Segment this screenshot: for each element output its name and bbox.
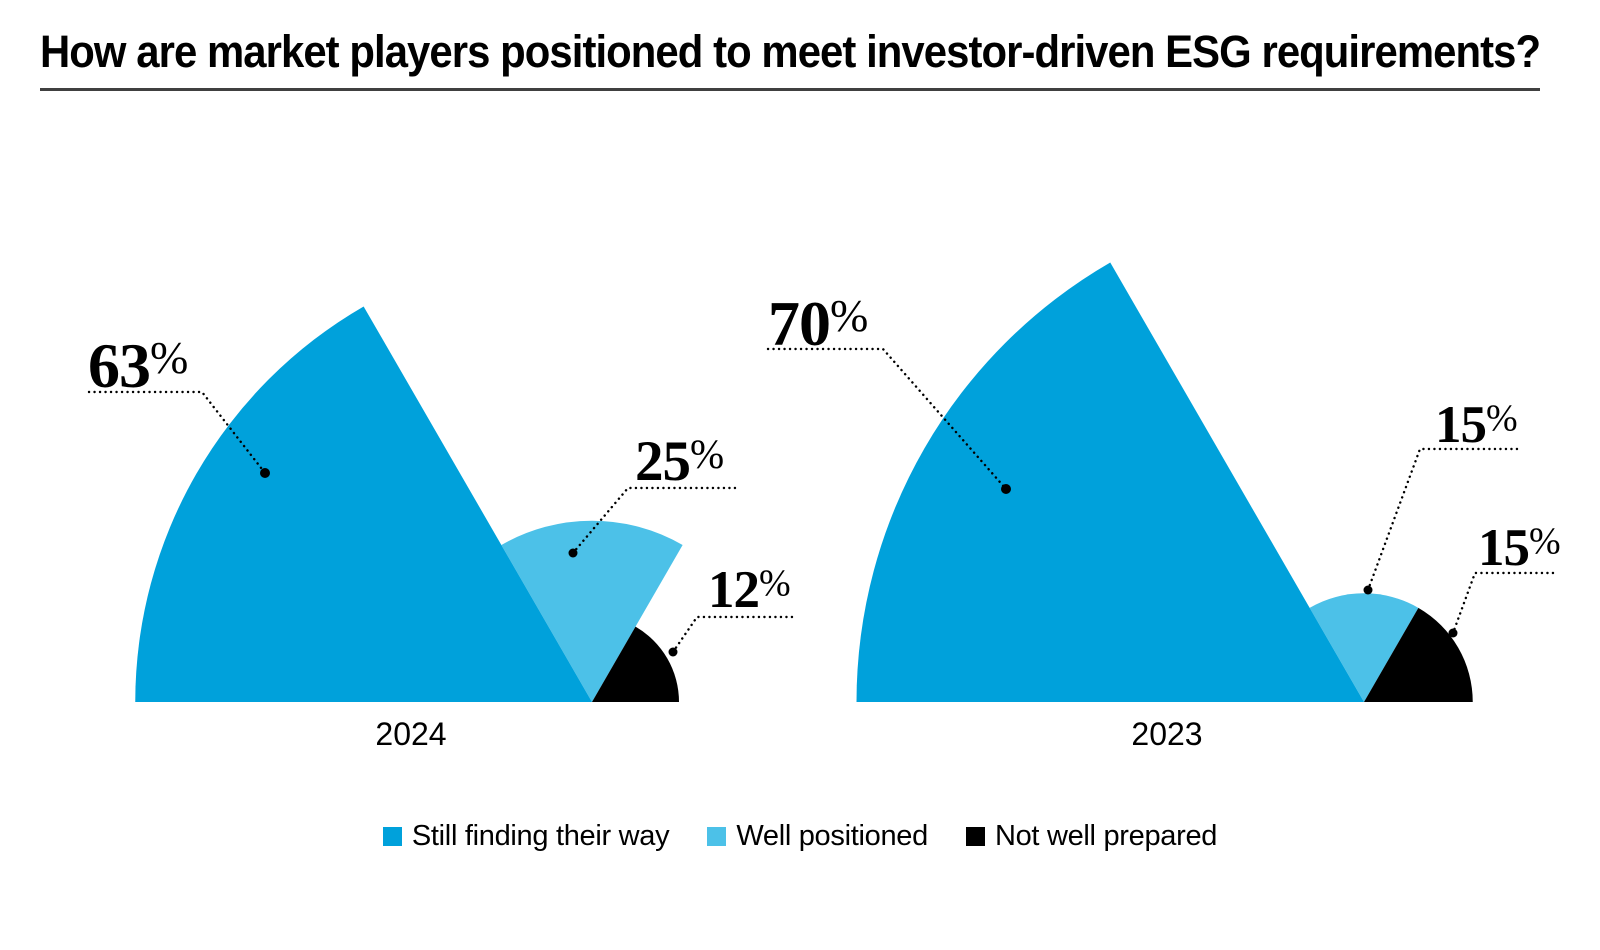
percent-label-2024-well-positioned: 25% — [635, 430, 724, 493]
legend-label: Not well prepared — [994, 820, 1218, 852]
sector-2024-still-finding-their-way — [135, 306, 592, 702]
legend-item-not-well-prepared: Not well prepared — [965, 820, 1218, 853]
legend-item-still-finding-their-way: Still finding their way — [382, 820, 670, 853]
legend: Still finding their way Well positioned … — [0, 820, 1600, 853]
legend-item-well-positioned: Well positioned — [707, 820, 928, 853]
sector-2023-well-positioned — [1309, 593, 1419, 702]
legend-swatch-not-well-prepared — [965, 827, 985, 846]
leader-dot-2024-still-finding-their-way — [260, 468, 270, 478]
percent-label-2023-still-finding-their-way: 70% — [768, 288, 868, 359]
year-label-2024: 2024 — [375, 716, 446, 752]
title-rule — [40, 88, 1540, 91]
sector-2023-still-finding-their-way — [856, 262, 1364, 702]
leader-dot-2023-not-well-prepared — [1448, 628, 1458, 638]
legend-label: Still finding their way — [411, 820, 670, 852]
leader-dot-2023-well-positioned — [1363, 585, 1373, 595]
sector-2024-well-positioned — [501, 520, 683, 702]
percent-label-2023-well-positioned: 15% — [1435, 396, 1518, 454]
sector-2023-not-well-prepared — [1364, 607, 1473, 702]
percent-label-2023-not-well-prepared: 15% — [1478, 519, 1561, 577]
legend-swatch-well-positioned — [707, 827, 727, 846]
legend-swatch-still-finding-their-way — [382, 827, 402, 846]
leader-dot-2023-still-finding-their-way — [1001, 484, 1011, 494]
sector-2024-not-well-prepared — [592, 626, 679, 702]
leader-dot-2024-well-positioned — [568, 548, 578, 558]
percent-label-2024-still-finding-their-way: 63% — [88, 330, 188, 401]
leader-line-2023-not-well-prepared — [1451, 571, 1555, 635]
legend-label: Well positioned — [736, 820, 928, 852]
leader-dot-2024-not-well-prepared — [668, 647, 678, 657]
leader-line-2023-well-positioned — [1366, 447, 1519, 592]
page-title: How are market players positioned to mee… — [40, 26, 1541, 77]
percent-label-2024-not-well-prepared: 12% — [708, 561, 791, 619]
leader-line-2023-still-finding-their-way — [766, 347, 1008, 491]
leader-line-2024-still-finding-their-way — [87, 390, 267, 475]
leader-line-2024-not-well-prepared — [671, 615, 794, 654]
year-label-2023: 2023 — [1131, 716, 1202, 752]
